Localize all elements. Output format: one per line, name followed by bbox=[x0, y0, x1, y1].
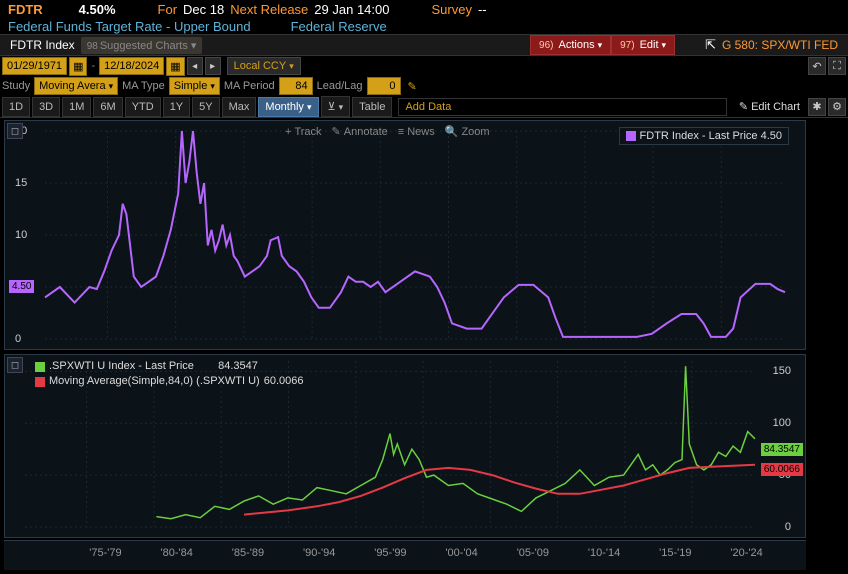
start-date-picker[interactable]: ▦ bbox=[69, 57, 87, 76]
header-bar: FDTR Index 98Suggested Charts ▾ 96) Acti… bbox=[0, 34, 848, 56]
timeframe-row: 1D3D1M6MYTD1Y5YMax Monthly ▾ ⊻ ▾ Table A… bbox=[0, 96, 848, 118]
top-legend: FDTR Index - Last Price 4.50 bbox=[619, 127, 789, 145]
panel-expand-button-2[interactable]: ◻ bbox=[7, 357, 23, 373]
track-tool[interactable]: + Track bbox=[285, 125, 322, 138]
last-price-flag-top: 4.50 bbox=[9, 280, 34, 293]
x-tick-label: '10-'14 bbox=[588, 547, 620, 559]
panel-tools: + Track ✎ Annotate ≡ News 🔍 Zoom bbox=[285, 125, 490, 138]
matype-label: MA Type bbox=[122, 80, 165, 92]
timeframe-1d[interactable]: 1D bbox=[2, 97, 30, 117]
matype-select[interactable]: Simple▾ bbox=[169, 77, 220, 95]
gear-icon[interactable]: ⚙ bbox=[828, 98, 846, 116]
settings-icon[interactable]: ✱ bbox=[808, 98, 826, 116]
timeframe-5y[interactable]: 5Y bbox=[192, 97, 219, 117]
x-tick-label: '80-'84 bbox=[161, 547, 193, 559]
legend2-label: Moving Average(Simple,84,0) (.SPXWTI U) bbox=[49, 374, 260, 389]
y-tick-label: 100 bbox=[773, 417, 791, 429]
x-tick-label: '15-'19 bbox=[659, 547, 691, 559]
edit-dropdown[interactable]: 97) Edit ▾ bbox=[611, 35, 675, 55]
x-tick-label: '20-'24 bbox=[730, 547, 762, 559]
y-tick-label: 10 bbox=[15, 229, 27, 241]
edit-study-icon[interactable]: ✎ bbox=[405, 80, 420, 93]
x-tick-label: '85-'89 bbox=[232, 547, 264, 559]
table-button[interactable]: Table bbox=[352, 97, 392, 117]
frequency-dropdown[interactable]: Monthly ▾ bbox=[258, 97, 318, 117]
g-label: G 580: SPX/WTI FED bbox=[716, 38, 844, 52]
maperiod-label: MA Period bbox=[224, 80, 275, 92]
date-prev-button[interactable]: ◂ bbox=[187, 57, 203, 75]
study-row: Study Moving Avera▾ MA Type Simple▾ MA P… bbox=[0, 76, 848, 96]
y-tick-label: 15 bbox=[15, 177, 27, 189]
y-tick-label: 0 bbox=[15, 333, 21, 345]
timeframe-3d[interactable]: 3D bbox=[32, 97, 60, 117]
start-date-input[interactable]: 01/29/1971 bbox=[2, 57, 67, 75]
study-label: Study bbox=[2, 80, 30, 92]
study-select[interactable]: Moving Avera▾ bbox=[34, 77, 118, 95]
desc-source: Federal Reserve bbox=[291, 19, 387, 34]
bottom-chart-panel[interactable]: ◻ .SPXWTI U Index - Last Price 84.3547 M… bbox=[4, 354, 806, 538]
news-tool[interactable]: ≡ News bbox=[398, 125, 435, 138]
timeframe-max[interactable]: Max bbox=[222, 97, 257, 117]
x-tick-label: '95-'99 bbox=[374, 547, 406, 559]
local-ccy-dropdown[interactable]: Local CCY▾ bbox=[227, 57, 301, 75]
last-price-flag-2: 60.0066 bbox=[761, 463, 803, 476]
survey-label: Survey bbox=[431, 2, 471, 17]
fullscreen-icon[interactable]: ⛶ bbox=[828, 57, 846, 75]
y-tick-label: 0 bbox=[785, 521, 791, 533]
date-next-button[interactable]: ▸ bbox=[205, 57, 221, 75]
external-link-icon[interactable]: ⇱ bbox=[705, 37, 716, 53]
reset-icon[interactable]: ↶ bbox=[808, 57, 826, 75]
bottom-legend: .SPXWTI U Index - Last Price 84.3547 Mov… bbox=[35, 359, 303, 389]
chart-type-dropdown[interactable]: ⊻ ▾ bbox=[321, 96, 351, 117]
x-tick-label: '00-'04 bbox=[445, 547, 477, 559]
date-row: 01/29/1971 ▦ - 12/18/2024 ▦ ◂ ▸ Local CC… bbox=[0, 56, 848, 76]
top-chart-svg bbox=[5, 121, 805, 349]
maperiod-input[interactable]: 84 bbox=[279, 77, 313, 95]
timeframe-ytd[interactable]: YTD bbox=[125, 97, 161, 117]
annotate-tool[interactable]: ✎ Annotate bbox=[332, 125, 388, 138]
x-tick-label: '90-'94 bbox=[303, 547, 335, 559]
add-data-input[interactable]: Add Data bbox=[398, 98, 726, 116]
ticker-value: 4.50% bbox=[79, 2, 116, 17]
leadlag-input[interactable]: 0 bbox=[367, 77, 401, 95]
charts-area: ◻ + Track ✎ Annotate ≡ News 🔍 Zoom FDTR … bbox=[0, 118, 848, 574]
ticker-row: FDTR 4.50% For Dec 18 Next Release 29 Ja… bbox=[0, 0, 848, 18]
header-title: FDTR Index bbox=[4, 38, 81, 52]
edit-chart-link[interactable]: ✎ Edit Chart bbox=[733, 100, 806, 113]
desc-name: Federal Funds Target Rate - Upper Bound bbox=[8, 19, 251, 34]
x-tick-label: '05-'09 bbox=[517, 547, 549, 559]
zoom-tool[interactable]: 🔍 Zoom bbox=[445, 125, 490, 138]
suggested-charts[interactable]: 98Suggested Charts ▾ bbox=[81, 37, 203, 54]
description-row: Federal Funds Target Rate - Upper Bound … bbox=[0, 18, 848, 34]
y-tick-label: 150 bbox=[773, 365, 791, 377]
legend1-value: 84.3547 bbox=[198, 359, 258, 374]
legend1-label: .SPXWTI U Index - Last Price bbox=[49, 359, 194, 374]
timeframe-1m[interactable]: 1M bbox=[62, 97, 91, 117]
survey-value: -- bbox=[478, 2, 487, 17]
actions-dropdown[interactable]: 96) Actions ▾ bbox=[530, 35, 611, 55]
top-chart-panel[interactable]: ◻ + Track ✎ Annotate ≡ News 🔍 Zoom FDTR … bbox=[4, 120, 806, 350]
timeframe-1y[interactable]: 1Y bbox=[163, 97, 190, 117]
end-date-input[interactable]: 12/18/2024 bbox=[99, 57, 164, 75]
legend-swatch-1 bbox=[35, 362, 45, 372]
timeframe-6m[interactable]: 6M bbox=[93, 97, 122, 117]
for-label: For bbox=[158, 2, 178, 17]
legend2-value: 60.0066 bbox=[264, 374, 304, 389]
last-price-flag-1: 84.3547 bbox=[761, 443, 803, 456]
legend-swatch-2 bbox=[35, 377, 45, 387]
legend-swatch bbox=[626, 131, 636, 141]
ticker-symbol: FDTR bbox=[8, 2, 43, 17]
for-date: Dec 18 bbox=[183, 2, 224, 17]
next-label: Next Release bbox=[230, 2, 308, 17]
next-date: 29 Jan 14:00 bbox=[314, 2, 389, 17]
end-date-picker[interactable]: ▦ bbox=[166, 57, 184, 76]
x-axis: '75-'79 '80-'84 '85-'89 '90-'94 '95-'99 '00-'… bbox=[4, 540, 806, 570]
leadlag-label: Lead/Lag bbox=[317, 80, 363, 92]
legend-label: FDTR Index - Last Price 4.50 bbox=[640, 130, 782, 142]
panel-expand-button[interactable]: ◻ bbox=[7, 123, 23, 139]
x-tick-label: '75-'79 bbox=[89, 547, 121, 559]
